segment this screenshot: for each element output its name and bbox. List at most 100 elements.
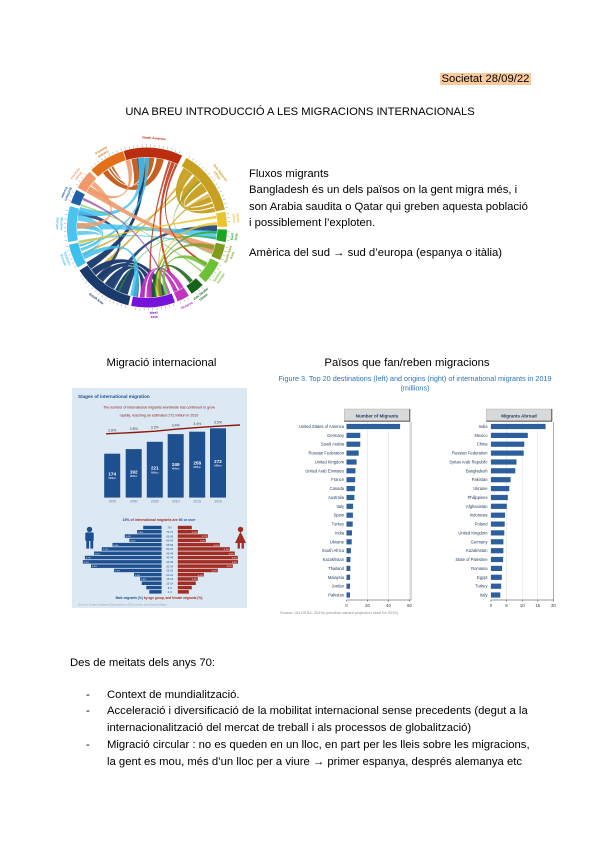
svg-text:10: 10 bbox=[520, 603, 525, 608]
svg-text:Russian Federation: Russian Federation bbox=[309, 451, 345, 456]
svg-text:3.5%: 3.5% bbox=[214, 421, 222, 425]
svg-text:9.4%: 9.4% bbox=[84, 562, 89, 564]
svg-text:Kazakhstan: Kazakhstan bbox=[323, 557, 345, 562]
svg-text:8.4%: 8.4% bbox=[92, 566, 97, 568]
svg-text:4.1%: 4.1% bbox=[198, 575, 203, 577]
svg-text:Philippines: Philippines bbox=[468, 495, 488, 500]
svg-text:8.0%: 8.0% bbox=[95, 553, 100, 555]
svg-text:2015: 2015 bbox=[193, 500, 201, 504]
svg-text:Germany: Germany bbox=[327, 433, 345, 438]
svg-text:3.2%: 3.2% bbox=[151, 426, 159, 430]
svg-text:Asia: Asia bbox=[234, 233, 239, 241]
svg-text:5: 5 bbox=[505, 603, 508, 608]
svg-text:Egypt: Egypt bbox=[477, 575, 488, 580]
svg-text:Source: United Nations Departm: Source: United Nations Department of Eco… bbox=[78, 603, 167, 607]
svg-text:Central: Central bbox=[97, 149, 109, 158]
svg-text:2.8%: 2.8% bbox=[108, 429, 116, 433]
svg-text:Million: Million bbox=[214, 464, 222, 468]
svg-text:Million: Million bbox=[172, 466, 180, 470]
svg-text:Europe: Europe bbox=[216, 272, 226, 284]
svg-text:50-54: 50-54 bbox=[166, 547, 173, 551]
svg-text:Male migrants (%) by age group: Male migrants (%) by age group, and fema… bbox=[116, 596, 203, 600]
svg-text:Indonesia: Indonesia bbox=[470, 513, 488, 518]
svg-text:Russian Federation: Russian Federation bbox=[452, 451, 488, 456]
svg-text:272: 272 bbox=[214, 459, 222, 464]
svg-text:Ukraine: Ukraine bbox=[330, 539, 345, 544]
svg-text:Italy: Italy bbox=[480, 593, 488, 598]
svg-text:West: West bbox=[150, 310, 159, 315]
svg-text:45-49: 45-49 bbox=[166, 551, 173, 555]
svg-text:60-64: 60-64 bbox=[166, 539, 173, 543]
svg-text:Asia: Asia bbox=[150, 315, 158, 319]
svg-text:France: France bbox=[331, 477, 344, 482]
svg-text:Million: Million bbox=[194, 465, 202, 469]
svg-text:70-74: 70-74 bbox=[166, 530, 173, 534]
svg-text:9.1%: 9.1% bbox=[86, 558, 91, 560]
svg-text:0: 0 bbox=[345, 603, 348, 608]
svg-text:9.4%: 9.4% bbox=[232, 558, 237, 560]
svg-text:2.8%: 2.8% bbox=[130, 427, 138, 431]
svg-text:Migrants Abroad: Migrants Abroad bbox=[501, 414, 537, 419]
svg-text:4.7%: 4.7% bbox=[202, 536, 207, 538]
svg-text:Million: Million bbox=[130, 474, 138, 478]
svg-text:15: 15 bbox=[535, 603, 540, 608]
svg-text:8.6%: 8.6% bbox=[227, 566, 232, 568]
svg-text:East: East bbox=[230, 232, 235, 240]
svg-text:America: America bbox=[70, 167, 81, 180]
svg-text:Jordan: Jordan bbox=[331, 584, 344, 589]
svg-text:Afghanistan: Afghanistan bbox=[466, 504, 488, 509]
svg-text:35-39: 35-39 bbox=[166, 560, 173, 564]
svg-text:Saudi Arabia: Saudi Arabia bbox=[321, 442, 345, 447]
svg-text:The number of international mi: The number of international migrants wor… bbox=[103, 406, 215, 410]
svg-text:2.6%: 2.6% bbox=[141, 579, 146, 581]
svg-text:Figure 3. Top 20 destinations: Figure 3. Top 20 destinations (left) and… bbox=[278, 374, 551, 383]
svg-text:2000: 2000 bbox=[130, 500, 138, 504]
svg-text:South-East: South-East bbox=[224, 244, 234, 263]
svg-text:8.9%: 8.9% bbox=[229, 553, 234, 555]
svg-text:Number of Migrants: Number of Migrants bbox=[356, 414, 399, 419]
svg-text:1995: 1995 bbox=[108, 500, 116, 504]
svg-text:Oceania: Oceania bbox=[180, 301, 194, 311]
svg-text:0-4: 0-4 bbox=[168, 590, 172, 594]
svg-text:Malaysia: Malaysia bbox=[328, 575, 345, 580]
svg-text:Canada: Canada bbox=[330, 486, 345, 491]
svg-text:Europe: Europe bbox=[59, 254, 67, 266]
svg-text:America: America bbox=[94, 145, 108, 155]
svg-text:Thailand: Thailand bbox=[328, 566, 344, 571]
svg-text:55-59: 55-59 bbox=[166, 543, 173, 547]
svg-text:20: 20 bbox=[365, 603, 370, 608]
svg-text:2.9%: 2.9% bbox=[138, 532, 143, 534]
svg-text:Africa: Africa bbox=[212, 170, 221, 180]
svg-text:Turkey: Turkey bbox=[332, 522, 345, 527]
svg-text:United Arab Emirates: United Arab Emirates bbox=[305, 468, 344, 473]
svg-text:10-14: 10-14 bbox=[166, 582, 173, 586]
svg-text:15% of international migrants: 15% of international migrants are 60 or … bbox=[123, 518, 197, 522]
svg-text:Bangladesh: Bangladesh bbox=[466, 468, 488, 473]
svg-text:Spain: Spain bbox=[334, 513, 345, 518]
svg-text:Million: Million bbox=[151, 470, 159, 474]
svg-text:20-24: 20-24 bbox=[166, 573, 173, 577]
svg-text:Asia: Asia bbox=[229, 251, 235, 259]
svg-text:United Kingdom: United Kingdom bbox=[458, 530, 488, 535]
svg-text:Poland: Poland bbox=[475, 522, 488, 527]
svg-text:Australia: Australia bbox=[328, 495, 345, 500]
svg-text:30-34: 30-34 bbox=[166, 564, 173, 568]
svg-text:North America: North America bbox=[142, 135, 166, 141]
svg-text:Europe: Europe bbox=[60, 186, 68, 198]
svg-text:3.8%: 3.8% bbox=[130, 541, 135, 543]
svg-text:Union: Union bbox=[198, 293, 208, 302]
svg-text:Turkey: Turkey bbox=[475, 584, 488, 589]
svg-text:40: 40 bbox=[386, 603, 391, 608]
svg-text:Mexico: Mexico bbox=[475, 433, 489, 438]
svg-text:249: 249 bbox=[172, 462, 180, 467]
svg-text:3.4%: 3.4% bbox=[193, 422, 201, 426]
svg-text:Eastern: Eastern bbox=[212, 270, 222, 283]
svg-text:Romania: Romania bbox=[471, 566, 488, 571]
svg-text:Europe: Europe bbox=[55, 218, 59, 230]
svg-text:174: 174 bbox=[108, 472, 116, 477]
svg-text:United States of America: United States of America bbox=[299, 424, 345, 429]
svg-text:4.4%: 4.4% bbox=[200, 541, 205, 543]
svg-text:Germany: Germany bbox=[471, 539, 489, 544]
svg-text:rapidly, reaching an estimated: rapidly, reaching an estimated 272 milli… bbox=[120, 414, 199, 418]
svg-text:7.1%: 7.1% bbox=[103, 549, 108, 551]
